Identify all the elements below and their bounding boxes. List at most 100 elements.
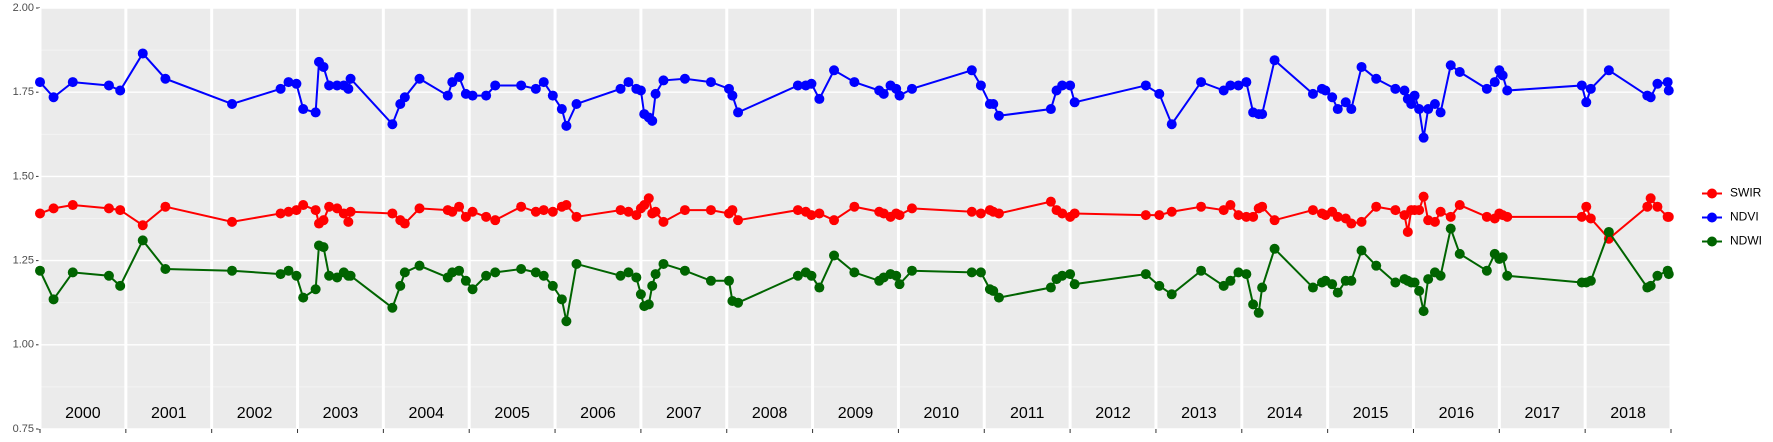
year-label: 2005 — [494, 405, 530, 422]
point — [658, 216, 669, 227]
point — [547, 90, 558, 101]
point — [1269, 215, 1280, 226]
year-label: 2014 — [1267, 405, 1303, 422]
point — [1196, 77, 1207, 88]
point — [966, 206, 977, 217]
point — [988, 98, 999, 109]
point — [103, 270, 114, 281]
point — [1445, 60, 1456, 71]
point — [1409, 277, 1420, 288]
point — [387, 302, 398, 313]
point — [1642, 201, 1653, 212]
point — [906, 83, 917, 94]
point — [454, 201, 465, 212]
point — [298, 292, 309, 303]
point — [35, 77, 45, 88]
point — [1069, 279, 1080, 290]
point — [1057, 80, 1068, 91]
point — [1409, 90, 1420, 101]
point — [647, 115, 658, 126]
point — [1248, 299, 1259, 310]
point — [318, 61, 329, 72]
point — [1225, 200, 1236, 211]
point — [1454, 200, 1465, 211]
point — [310, 284, 321, 295]
point — [1489, 77, 1500, 88]
point — [324, 201, 335, 212]
point — [1307, 88, 1318, 99]
point — [906, 265, 917, 276]
point — [1585, 213, 1596, 224]
point — [849, 267, 860, 278]
point — [1390, 83, 1401, 94]
point — [1346, 218, 1357, 229]
point — [1069, 97, 1080, 108]
point — [1233, 80, 1244, 91]
point — [538, 205, 549, 216]
point — [1663, 211, 1674, 222]
point — [1435, 107, 1446, 118]
point — [571, 98, 582, 109]
point — [1320, 85, 1331, 96]
point — [481, 211, 492, 222]
legend-key-point — [1707, 212, 1717, 223]
point — [1454, 66, 1465, 77]
point — [1663, 85, 1674, 96]
point — [1356, 216, 1367, 227]
point — [1429, 98, 1440, 109]
point — [615, 83, 626, 94]
point — [1065, 269, 1076, 280]
year-label: 2010 — [924, 405, 960, 422]
point — [1154, 210, 1165, 221]
point — [561, 120, 572, 131]
point — [1225, 80, 1236, 91]
point — [806, 210, 817, 221]
point — [516, 201, 527, 212]
point — [1371, 73, 1382, 84]
point — [1576, 211, 1587, 222]
point — [1603, 65, 1614, 76]
year-label: 2018 — [1610, 405, 1646, 422]
point — [275, 83, 286, 94]
point — [1406, 98, 1417, 109]
point — [48, 203, 59, 214]
year-label: 2008 — [752, 405, 788, 422]
point — [1576, 80, 1587, 91]
point — [35, 208, 45, 219]
point — [1356, 245, 1367, 256]
point — [849, 201, 860, 212]
point — [643, 299, 654, 310]
point — [643, 193, 654, 204]
point — [829, 215, 840, 226]
point — [1585, 275, 1596, 286]
point — [399, 92, 410, 103]
point — [1652, 201, 1663, 212]
point — [160, 264, 171, 275]
point — [1414, 205, 1425, 216]
point — [792, 270, 803, 281]
point — [1069, 208, 1080, 219]
point — [67, 267, 78, 278]
point — [727, 205, 738, 216]
point — [324, 270, 335, 281]
point — [48, 294, 59, 305]
point — [227, 265, 238, 276]
point — [814, 93, 825, 104]
point — [1346, 104, 1357, 115]
point — [1652, 270, 1663, 281]
point — [414, 203, 425, 214]
point — [414, 260, 425, 271]
year-label: 2001 — [151, 405, 187, 422]
point — [1445, 223, 1456, 234]
point — [1241, 269, 1252, 280]
point — [1166, 289, 1177, 300]
point — [283, 77, 294, 88]
point — [679, 73, 690, 84]
point — [1371, 260, 1382, 271]
point — [906, 203, 917, 214]
point — [561, 200, 572, 211]
point — [975, 208, 986, 219]
point — [894, 90, 905, 101]
year-label: 2015 — [1353, 405, 1389, 422]
point — [658, 258, 669, 269]
